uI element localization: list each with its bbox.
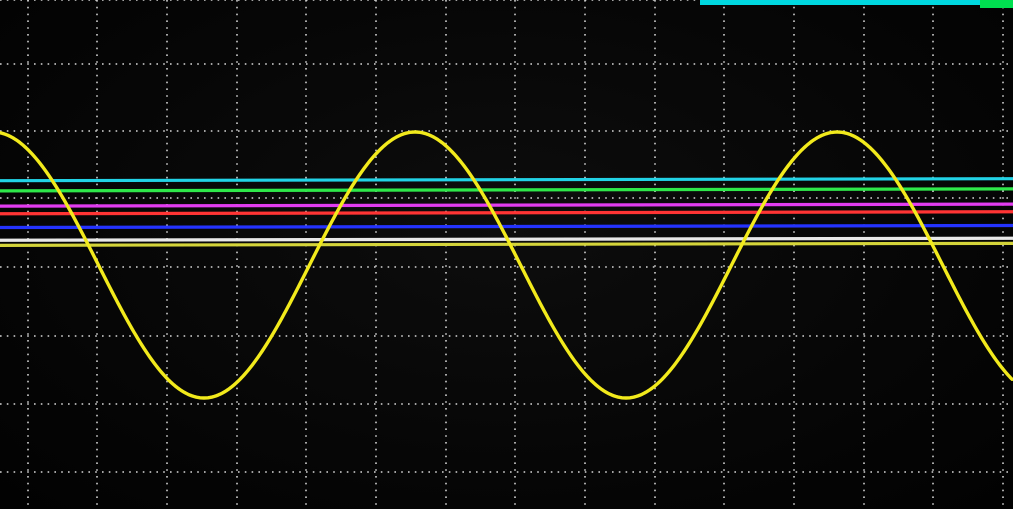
flat-trace-6 — [0, 241, 1013, 247]
flat-trace-2 — [0, 202, 1013, 208]
flat-trace-0 — [0, 177, 1013, 183]
flat-traces-group — [0, 177, 1013, 247]
flat-trace-3 — [0, 210, 1013, 216]
green-status-indicator — [980, 0, 1013, 8]
cyan-status-indicator — [700, 0, 980, 5]
yellow-sine-trace — [0, 130, 1013, 400]
flat-trace-4 — [0, 223, 1013, 230]
flat-trace-1 — [0, 187, 1013, 193]
